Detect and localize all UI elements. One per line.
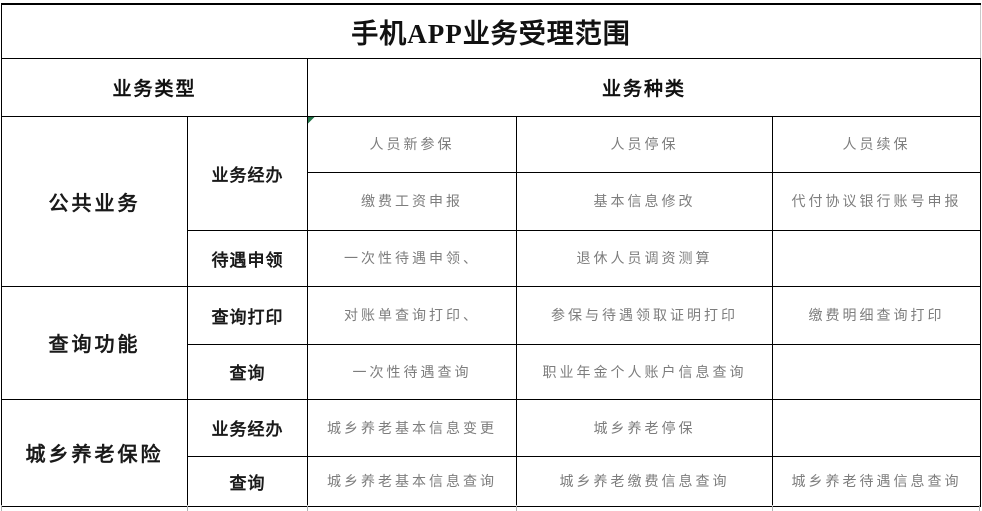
gridline-stub <box>187 505 188 511</box>
value-cell: 一次性待遇查询 <box>307 343 517 400</box>
gridline-stub <box>1 505 2 511</box>
value-cell: 城乡养老停保 <box>516 398 773 457</box>
group-label-query-print: 查询打印 <box>187 285 308 345</box>
value-cell <box>771 343 982 400</box>
section-label-query-function: 查询功能 <box>1 285 188 400</box>
value-cell: 对账单查询打印、 <box>307 285 517 345</box>
group-label-business-handling: 业务经办 <box>187 115 308 231</box>
value-cell: 城乡养老基本信息查询 <box>307 455 517 507</box>
value-cell: 城乡养老缴费信息查询 <box>516 455 773 507</box>
value-cell: 缴费工资申报 <box>307 171 517 231</box>
value-cell: 职业年金个人账户信息查询 <box>516 343 773 400</box>
gridline-stub <box>772 505 773 511</box>
header-business-type: 业务类型 <box>1 57 308 117</box>
acceptance-scope-table: 手机APP业务受理范围 业务类型 业务种类 公共业务 业务经办 人员新参保 人员… <box>0 3 982 507</box>
value-text: 人员新参保 <box>369 138 455 153</box>
section-label-urban-rural-pension: 城乡养老保险 <box>1 398 188 507</box>
value-cell: 一次性待遇申领、 <box>307 229 517 287</box>
group-label-query-2: 查询 <box>187 455 308 507</box>
value-cell: 人员停保 <box>516 115 773 173</box>
header-business-kind: 业务种类 <box>306 57 982 117</box>
value-cell: 人员续保 <box>771 115 982 173</box>
value-cell <box>771 229 982 287</box>
gridline-stub <box>307 505 308 511</box>
value-cell: 基本信息修改 <box>516 171 773 231</box>
business-scope-table: 手机APP业务受理范围 业务类型 业务种类 公共业务 业务经办 人员新参保 人员… <box>0 3 982 507</box>
page-title: 手机APP业务受理范围 <box>0 3 982 59</box>
value-cell: 城乡养老基本信息变更 <box>307 398 517 457</box>
group-label-business-handling-2: 业务经办 <box>187 398 308 457</box>
gridline-stub <box>516 505 517 511</box>
value-cell: 退休人员调资测算 <box>516 229 773 287</box>
group-label-benefit-claim: 待遇申领 <box>187 229 308 287</box>
cell-error-corner-icon <box>308 117 315 124</box>
gridline-stub <box>979 505 980 511</box>
group-label-query: 查询 <box>187 343 308 400</box>
value-cell: 城乡养老待遇信息查询 <box>771 455 982 507</box>
section-label-public-business: 公共业务 <box>1 115 188 287</box>
value-cell <box>771 398 982 457</box>
value-cell: 参保与待遇领取证明打印 <box>516 285 773 345</box>
value-cell: 缴费明细查询打印 <box>771 285 982 345</box>
value-cell: 代付协议银行账号申报 <box>771 171 982 231</box>
value-cell: 人员新参保 <box>307 115 517 173</box>
